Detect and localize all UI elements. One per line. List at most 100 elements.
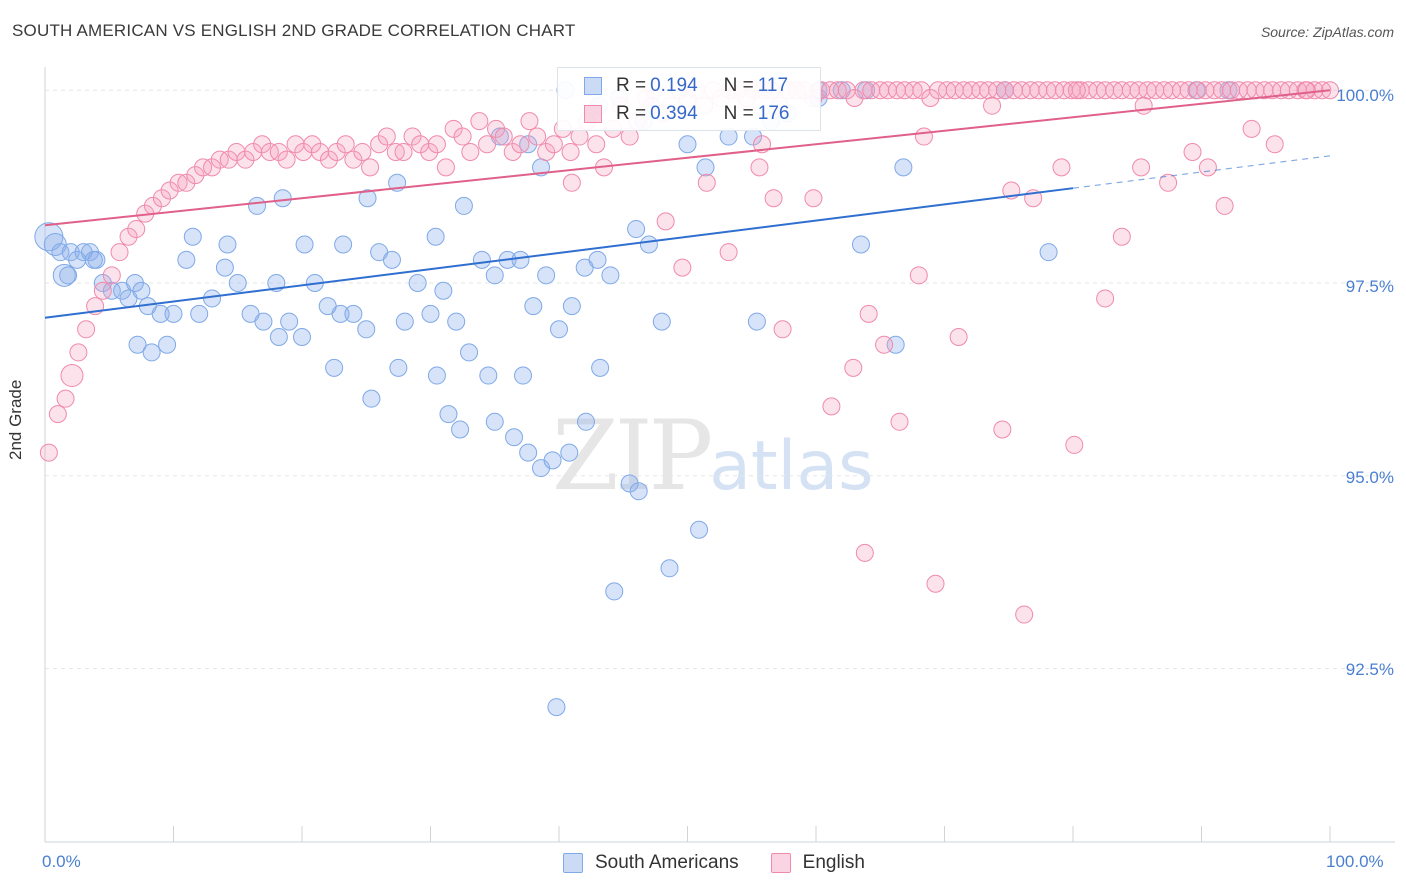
- south-american-point: [588, 250, 607, 269]
- english-point: [949, 327, 968, 346]
- south-american-point: [562, 297, 581, 316]
- english-point: [1242, 119, 1261, 138]
- english-point: [269, 142, 288, 161]
- legend-item-south-americans[interactable]: South Americans: [563, 852, 739, 874]
- legend-label: South Americans: [595, 852, 739, 873]
- english-point: [1096, 289, 1115, 308]
- south-american-point: [426, 227, 445, 246]
- english-point: [444, 119, 463, 138]
- english-point: [1067, 81, 1086, 100]
- south-american-point: [59, 266, 78, 285]
- english-point: [160, 181, 179, 200]
- south-american-point: [747, 312, 766, 331]
- south-american-point: [690, 520, 709, 539]
- english-point: [993, 420, 1012, 439]
- south-american-point: [620, 474, 639, 493]
- south-american-point: [605, 582, 624, 601]
- south-american-point: [479, 366, 498, 385]
- english-point: [587, 135, 606, 154]
- english-point: [303, 135, 322, 154]
- english-point: [77, 320, 96, 339]
- english-point: [503, 142, 522, 161]
- y-tick-label: 95.0%: [1345, 468, 1394, 487]
- legend-n-value: 117: [757, 75, 789, 96]
- south-american-point: [678, 135, 697, 154]
- english-trendline: [44, 89, 1331, 227]
- south-american-point: [485, 412, 504, 431]
- english-point: [1215, 196, 1234, 215]
- south-american-point: [395, 312, 414, 331]
- english-point: [1198, 158, 1217, 177]
- watermark: ZIPatlas: [552, 400, 874, 512]
- english-point: [859, 304, 878, 323]
- english-point: [169, 173, 188, 192]
- south-american-point: [325, 358, 344, 377]
- english-point: [494, 127, 513, 146]
- south-american-point: [158, 335, 177, 354]
- south-american-point: [84, 250, 103, 269]
- english-point: [327, 142, 346, 161]
- legend-n-label: N =: [723, 103, 754, 124]
- english-point: [420, 142, 439, 161]
- english-point: [561, 142, 580, 161]
- english-point: [470, 112, 489, 131]
- south-american-point: [460, 343, 479, 362]
- english-point: [386, 142, 405, 161]
- legend-r-value: 0.394: [650, 103, 698, 124]
- south-american-point: [639, 235, 658, 254]
- south-american-point: [132, 281, 151, 300]
- south-american-point: [190, 304, 209, 323]
- south-american-point: [505, 428, 524, 447]
- south-american-point: [128, 335, 147, 354]
- english-point: [1183, 142, 1202, 161]
- south-american-point: [183, 227, 202, 246]
- english-point: [336, 135, 355, 154]
- south-american-point: [894, 158, 913, 177]
- south-american-point: [591, 358, 610, 377]
- english-point: [909, 266, 928, 285]
- english-point: [1265, 135, 1284, 154]
- south-american-point: [254, 312, 273, 331]
- english-point: [394, 142, 413, 161]
- south-american-point: [269, 327, 288, 346]
- south-american-point: [576, 412, 595, 431]
- south-american-point: [601, 266, 620, 285]
- english-point: [93, 281, 112, 300]
- english-point: [403, 127, 422, 146]
- legend-r-label: R =: [616, 103, 647, 124]
- english-point: [656, 212, 675, 231]
- english-point: [822, 397, 841, 416]
- legend-label: English: [802, 852, 865, 873]
- south-american-point: [421, 304, 440, 323]
- legend-swatch-pink: [584, 105, 602, 123]
- y-tick-label: 100.0%: [1336, 86, 1394, 105]
- legend-swatch-pink: [770, 853, 791, 873]
- english-point: [377, 127, 396, 146]
- south-american-point: [293, 327, 311, 346]
- south-american-point: [696, 158, 715, 177]
- south-american-point: [164, 304, 183, 323]
- english-point: [1015, 605, 1034, 624]
- english-point: [127, 220, 146, 239]
- english-point: [875, 335, 894, 354]
- south-american-point: [560, 443, 579, 462]
- stats-legend: R = 0.194 N = 117 R = 0.394 N = 176: [557, 67, 821, 131]
- english-point: [152, 189, 171, 208]
- south-american-point: [427, 366, 446, 385]
- english-point: [914, 127, 933, 146]
- south-american-point: [652, 312, 671, 331]
- south-american-point: [519, 135, 538, 154]
- english-point: [562, 173, 581, 192]
- english-point: [904, 81, 923, 100]
- x-tick-label: 100.0%: [1326, 852, 1384, 871]
- english-point: [528, 127, 547, 146]
- english-point: [39, 443, 58, 462]
- english-point: [697, 173, 716, 192]
- legend-r-value: 0.194: [650, 75, 698, 96]
- south-american-point: [627, 220, 646, 239]
- legend-item-english[interactable]: English: [770, 852, 865, 874]
- english-point: [102, 266, 121, 285]
- english-point: [1065, 435, 1084, 454]
- english-point: [983, 96, 1002, 115]
